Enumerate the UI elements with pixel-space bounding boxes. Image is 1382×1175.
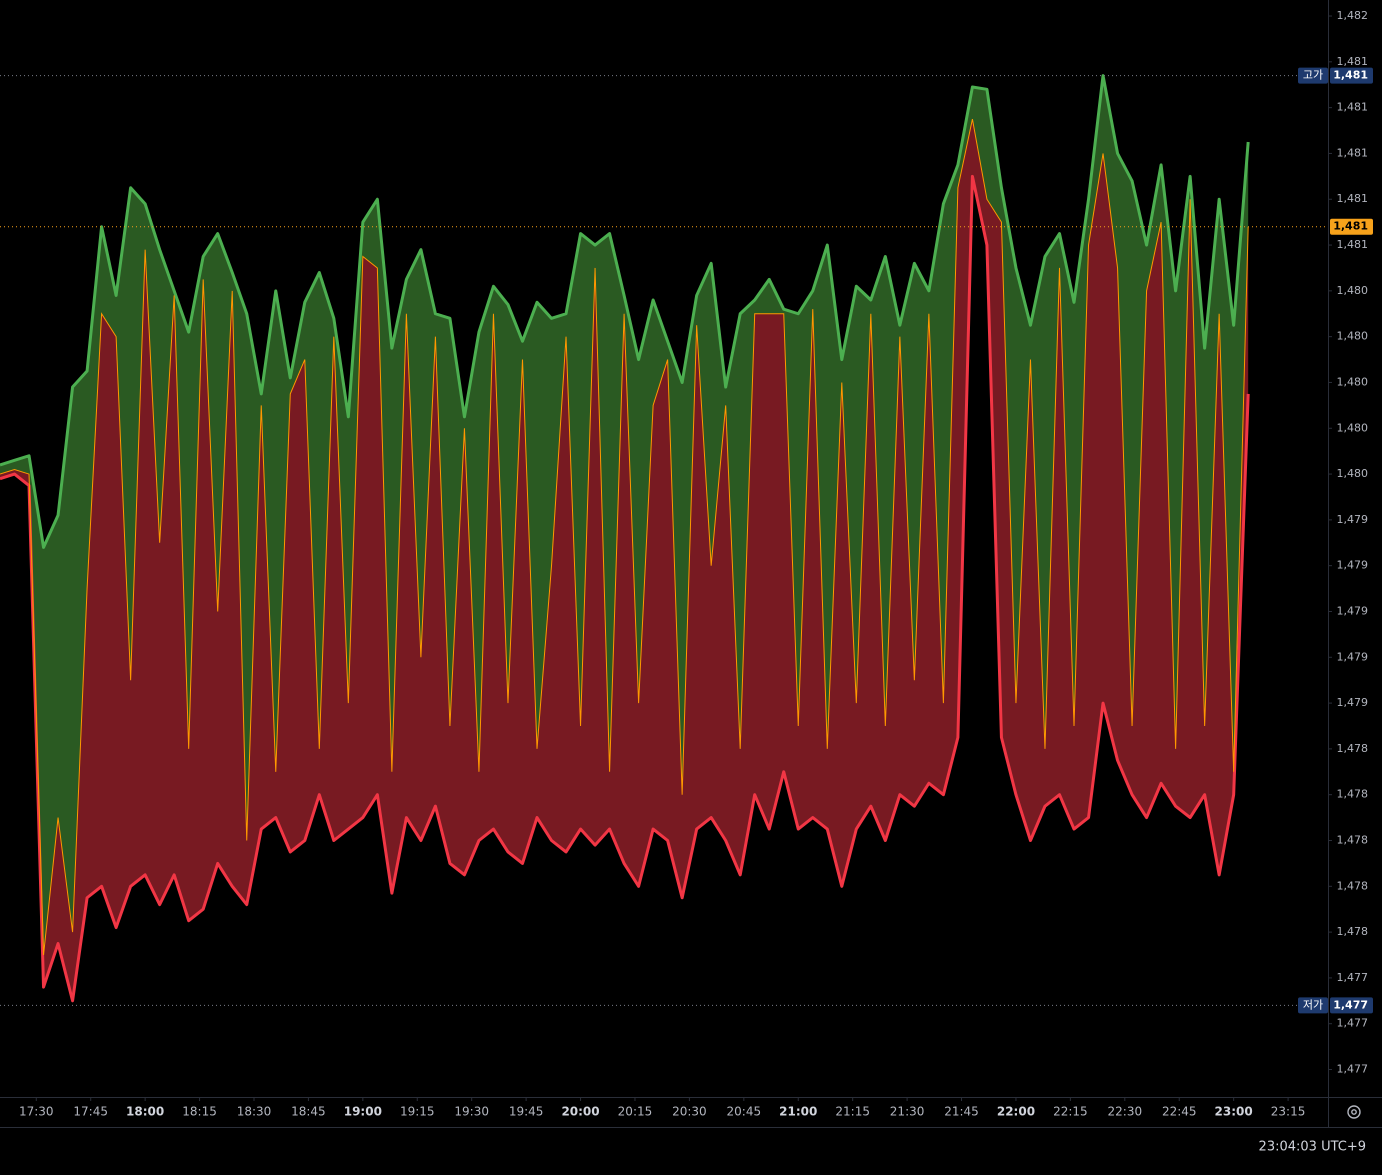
x-tick-label: 21:15 bbox=[835, 1105, 870, 1119]
x-tick-label: 22:00 bbox=[997, 1105, 1035, 1119]
close-low-area bbox=[0, 119, 1249, 1001]
y-tick-label: 1,477 bbox=[1337, 971, 1369, 984]
x-tick-label: 17:30 bbox=[19, 1105, 54, 1119]
high-line bbox=[0, 74, 1250, 549]
price-tag bbox=[1330, 218, 1373, 235]
y-tick-label: 1,479 bbox=[1337, 513, 1369, 526]
x-tick-label: 19:00 bbox=[344, 1105, 382, 1119]
x-tick-label: 18:30 bbox=[237, 1105, 272, 1119]
y-tick-label: 1,477 bbox=[1337, 1063, 1369, 1076]
x-tick-label: 20:15 bbox=[618, 1105, 653, 1119]
x-tick-label: 22:30 bbox=[1108, 1105, 1143, 1119]
y-tick-label: 1,478 bbox=[1337, 879, 1369, 892]
price-tag-label: 1,481 bbox=[1333, 220, 1368, 233]
y-tick-label: 1,480 bbox=[1337, 375, 1369, 388]
settings-hub[interactable] bbox=[1351, 1109, 1357, 1115]
y-tick-label: 1,480 bbox=[1337, 421, 1369, 434]
price-line-tag bbox=[1298, 997, 1328, 1014]
x-tick-label: 21:00 bbox=[779, 1105, 817, 1119]
x-tick-label: 23:15 bbox=[1271, 1105, 1306, 1119]
x-tick-label: 22:45 bbox=[1162, 1105, 1197, 1119]
low-line bbox=[0, 174, 1250, 1003]
price-tag-label: 1,477 bbox=[1333, 998, 1368, 1011]
y-tick-label: 1,479 bbox=[1337, 559, 1369, 572]
y-tick-label: 1,477 bbox=[1337, 1017, 1369, 1030]
x-tick-label: 19:45 bbox=[509, 1105, 544, 1119]
y-tick-label: 1,481 bbox=[1337, 192, 1369, 205]
y-tick-label: 1,481 bbox=[1337, 238, 1369, 251]
close-line bbox=[0, 118, 1249, 956]
y-tick-label: 1,481 bbox=[1337, 146, 1369, 159]
x-tick-label: 21:45 bbox=[944, 1105, 979, 1119]
x-tick-label: 20:45 bbox=[727, 1105, 762, 1119]
settings-gear[interactable] bbox=[1347, 1105, 1361, 1119]
x-tick-label: 21:30 bbox=[890, 1105, 925, 1119]
price-tag bbox=[1330, 997, 1373, 1014]
y-tick-label: 1,479 bbox=[1337, 650, 1369, 663]
price-line-label: 고가 bbox=[1303, 69, 1323, 82]
y-tick-label: 1,478 bbox=[1337, 833, 1369, 846]
clock: 23:04:03 UTC+9 bbox=[1259, 1140, 1366, 1155]
x-tick-label: 20:30 bbox=[672, 1105, 707, 1119]
y-tick-label: 1,481 bbox=[1337, 55, 1369, 68]
x-tick-label: 19:15 bbox=[400, 1105, 435, 1119]
x-tick-label: 20:00 bbox=[561, 1105, 599, 1119]
price-tag-label: 1,481 bbox=[1333, 69, 1368, 82]
settings-icon[interactable] bbox=[1347, 1105, 1361, 1119]
y-tick-label: 1,478 bbox=[1337, 788, 1369, 801]
x-tick-label: 18:45 bbox=[291, 1105, 326, 1119]
y-tick-label: 1,478 bbox=[1337, 742, 1369, 755]
high-close-area bbox=[0, 75, 1249, 956]
x-tick-label: 19:30 bbox=[454, 1105, 489, 1119]
y-tick-label: 1,480 bbox=[1337, 330, 1369, 343]
price-line-label: 저가 bbox=[1303, 998, 1323, 1011]
y-tick-label: 1,479 bbox=[1337, 604, 1369, 617]
x-tick-label: 18:00 bbox=[126, 1105, 164, 1119]
y-tick-label: 1,479 bbox=[1337, 696, 1369, 709]
plot-area bbox=[0, 74, 1250, 1003]
y-tick-label: 1,480 bbox=[1337, 284, 1369, 297]
price-line-tag bbox=[1298, 67, 1328, 84]
x-tick-label: 23:00 bbox=[1215, 1105, 1253, 1119]
price-tag bbox=[1330, 67, 1373, 84]
y-tick-label: 1,480 bbox=[1337, 467, 1369, 480]
y-tick-label: 1,478 bbox=[1337, 925, 1369, 938]
x-tick-label: 22:15 bbox=[1053, 1105, 1088, 1119]
y-tick-label: 1,482 bbox=[1337, 9, 1369, 22]
x-tick-label: 17:45 bbox=[73, 1105, 108, 1119]
y-tick-label: 1,481 bbox=[1337, 101, 1369, 114]
x-tick-label: 18:15 bbox=[182, 1105, 217, 1119]
